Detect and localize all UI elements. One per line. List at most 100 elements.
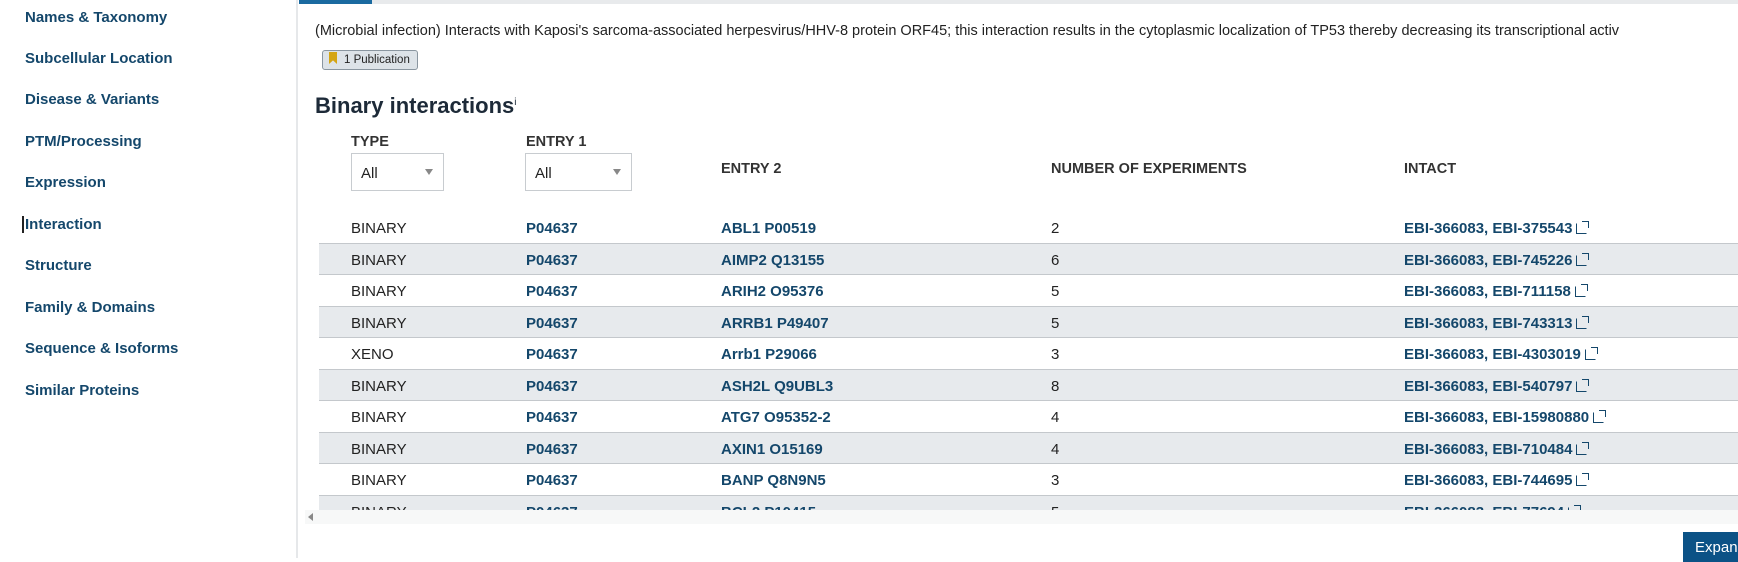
external-link-icon[interactable] — [1576, 378, 1590, 392]
cell-entry1[interactable]: P04637 — [526, 504, 578, 511]
tab-bar — [299, 0, 1738, 4]
sidebar-item-sequence-isoforms[interactable]: Sequence & Isoforms — [25, 340, 179, 357]
cell-intact-text: EBI-366083, EBI-375543 — [1404, 220, 1573, 237]
external-link-icon[interactable] — [1576, 221, 1590, 234]
table-row: BINARY P04637 ATG7 O95352-2 4 EBI-366083, EB… — [319, 401, 1738, 433]
cell-entry2-text: AIMP2 Q13155 — [721, 251, 825, 269]
active-tab-indicator — [299, 0, 372, 4]
sidebar-item-similar-proteins[interactable]: Similar Proteins — [25, 382, 140, 399]
cell-entry2-text: AXIN1 O15169 — [721, 440, 823, 458]
horizontal-scrollbar[interactable] — [305, 510, 1738, 524]
sidebar-item-names-taxonomy[interactable]: Names & Taxonomy — [25, 9, 168, 26]
cell-intact[interactable]: EBI-366083, EBI-77694 — [1404, 504, 1582, 510]
cell-entry2[interactable]: AIMP2 Q13155 — [721, 252, 824, 269]
cell-entry2-text: ABL1 P00519 — [721, 220, 817, 237]
cell-entry2[interactable]: BANP Q8N9N5 — [721, 472, 826, 489]
publication-badge-label: 1 Publication — [344, 54, 410, 66]
sidebar-item-interaction[interactable]: Interaction — [22, 216, 102, 233]
entry1-filter-select[interactable]: All — [525, 153, 632, 191]
cell-intact[interactable]: EBI-366083, EBI-4303019 — [1404, 346, 1598, 363]
chevron-down-icon — [613, 169, 621, 175]
cell-entry1[interactable]: P04637 — [526, 315, 578, 332]
cell-intact[interactable]: EBI-366083, EBI-744695 — [1404, 472, 1590, 489]
cell-experiments: 3 — [1051, 472, 1059, 489]
cell-intact[interactable]: EBI-366083, EBI-710484 — [1404, 441, 1590, 458]
external-link-icon[interactable] — [1584, 347, 1598, 360]
cell-intact[interactable]: EBI-366083, EBI-15980880 — [1404, 409, 1607, 426]
external-link-icon[interactable] — [1576, 473, 1590, 486]
interaction-description: (Microbial infection) Interacts with Kap… — [315, 23, 1620, 39]
cell-entry1-text: P04637 — [526, 220, 578, 237]
cell-experiments: 2 — [1051, 220, 1059, 237]
type-filter-select[interactable]: All — [351, 153, 444, 191]
external-link-icon[interactable] — [1576, 315, 1590, 329]
external-link-icon[interactable] — [1576, 441, 1590, 455]
cell-entry1-text: P04637 — [526, 440, 578, 458]
cell-entry2[interactable]: ARRB1 P49407 — [721, 315, 829, 332]
cell-entry2-text: BANP Q8N9N5 — [721, 472, 826, 489]
entry1-filter-value: All — [535, 165, 552, 182]
cell-type-text: BINARY — [351, 409, 407, 426]
cell-type: BINARY — [351, 220, 407, 237]
cell-entry1[interactable]: P04637 — [526, 252, 578, 269]
cell-type: BINARY — [351, 315, 407, 332]
cell-experiments: 5 — [1051, 283, 1059, 300]
sidebar-item-disease-variants[interactable]: Disease & Variants — [25, 91, 160, 108]
cell-intact[interactable]: EBI-366083, EBI-540797 — [1404, 377, 1590, 395]
cell-entry2[interactable]: ARIH2 O95376 — [721, 283, 824, 300]
cell-entry1[interactable]: P04637 — [526, 283, 578, 300]
cell-experiments-text: 4 — [1051, 440, 1060, 458]
table-row: BINARY P04637 BANP Q8N9N5 3 EBI-366083, EBI-… — [319, 464, 1738, 496]
table-row: BINARY P04637 ABL1 P00519 2 EBI-366083, EBI-… — [319, 212, 1738, 244]
cell-intact-text: EBI-366083, EBI-744695 — [1404, 472, 1573, 489]
cell-entry1[interactable]: P04637 — [526, 441, 578, 458]
cell-entry2[interactable]: ATG7 O95352-2 — [721, 409, 831, 426]
sidebar-item-expression[interactable]: Expression — [25, 174, 106, 191]
cell-intact-text: EBI-366083, EBI-743313 — [1404, 314, 1573, 332]
sidebar-item-family-domains[interactable]: Family & Domains — [25, 299, 156, 316]
cell-intact[interactable]: EBI-366083, EBI-743313 — [1404, 314, 1590, 332]
sidebar-item-structure[interactable]: Structure — [25, 257, 92, 274]
cell-type-text: BINARY — [351, 377, 407, 395]
sidebar-item-ptm-processing[interactable]: PTM/Processing — [25, 133, 142, 150]
cell-experiments: 3 — [1051, 346, 1059, 363]
external-link-icon[interactable] — [1576, 252, 1590, 266]
cell-entry2[interactable]: BCL2 P10415 — [721, 504, 816, 511]
external-link-icon[interactable] — [1574, 284, 1588, 297]
cell-experiments-text: 5 — [1051, 314, 1060, 332]
cell-entry2[interactable]: AXIN1 O15169 — [721, 441, 823, 458]
cell-intact[interactable]: EBI-366083, EBI-711158 — [1404, 283, 1588, 300]
cell-entry1[interactable]: P04637 — [526, 472, 578, 489]
cell-experiments-text: 5 — [1051, 504, 1059, 511]
type-filter-value: All — [361, 165, 378, 182]
entry1-filter-label: ENTRY 1 — [526, 134, 587, 150]
info-icon[interactable]: i — [514, 97, 517, 108]
sidebar-item-subcellular-location[interactable]: Subcellular Location — [25, 50, 173, 67]
cell-experiments-text: 5 — [1051, 283, 1060, 300]
cell-entry1-text: P04637 — [526, 409, 578, 426]
cell-experiments: 8 — [1051, 378, 1059, 395]
cell-entry1[interactable]: P04637 — [526, 220, 578, 237]
cell-intact[interactable]: EBI-366083, EBI-745226 — [1404, 251, 1590, 269]
scroll-left-arrow-icon[interactable] — [308, 513, 313, 521]
column-header-intact: INTACT — [1404, 161, 1457, 177]
cell-entry2[interactable]: ASH2L Q9UBL3 — [721, 378, 833, 395]
cell-intact-text: EBI-366083, EBI-540797 — [1404, 377, 1573, 395]
cell-entry2[interactable]: ABL1 P00519 — [721, 220, 816, 237]
publication-badge[interactable]: 1 Publication — [322, 50, 418, 70]
cell-entry1[interactable]: P04637 — [526, 346, 578, 363]
expand-button[interactable]: Expand — [1683, 532, 1738, 562]
cell-type: BINARY — [351, 378, 407, 395]
cell-intact[interactable]: EBI-366083, EBI-375543 — [1404, 220, 1590, 237]
cell-entry2-text: ASH2L Q9UBL3 — [721, 377, 834, 395]
cell-intact-text: EBI-366083, EBI-745226 — [1404, 251, 1573, 269]
table-row: XENO P04637 Arrb1 P29066 3 EBI-366083, EBI-4… — [319, 338, 1738, 370]
external-link-icon[interactable] — [1568, 504, 1582, 510]
cell-entry1[interactable]: P04637 — [526, 378, 578, 395]
cell-entry2-text: Arrb1 P29066 — [721, 346, 817, 363]
cell-entry1[interactable]: P04637 — [526, 409, 578, 426]
cell-intact-text: EBI-366083, EBI-15980880 — [1404, 409, 1590, 426]
external-link-icon[interactable] — [1593, 410, 1607, 423]
cell-entry2[interactable]: Arrb1 P29066 — [721, 346, 817, 363]
cell-entry1-text: P04637 — [526, 504, 578, 511]
